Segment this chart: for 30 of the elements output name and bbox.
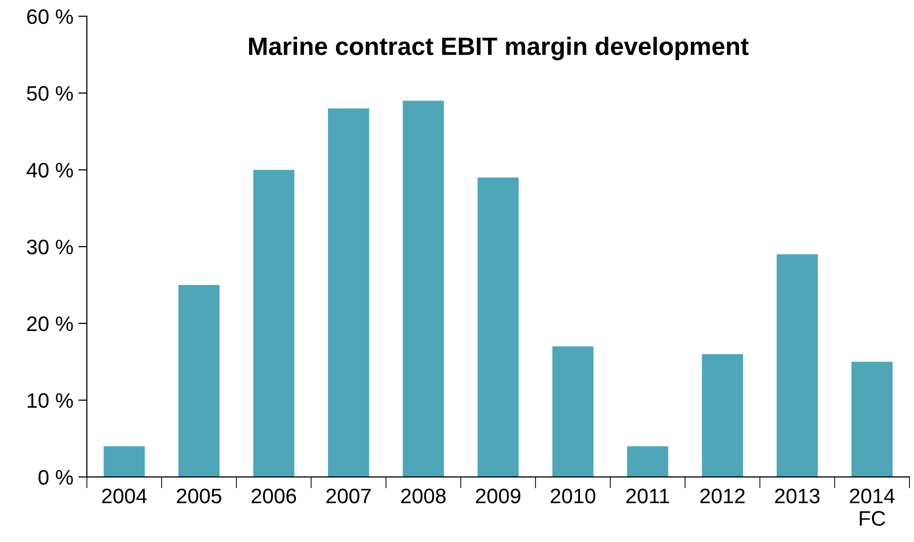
x-tick-label: 2010: [550, 488, 596, 504]
x-tick-label: 2006: [252, 488, 296, 504]
y-tick-label: 10 %: [28, 393, 73, 408]
y-tick-label: 40 %: [26, 162, 73, 178]
bar: [178, 285, 220, 477]
x-tick-label: 2011: [626, 488, 670, 504]
bar: [478, 178, 519, 477]
bar: [253, 170, 294, 477]
y-tick-label: 50 %: [26, 86, 73, 101]
bar: [402, 100, 444, 477]
text: Marine contract EBIT margin development: [249, 36, 749, 60]
x-tick-label: 2009: [476, 488, 520, 504]
bar: [552, 346, 594, 477]
bar: [104, 446, 145, 477]
x-tick-label: 2012: [700, 488, 745, 504]
x-tick-label: 2013: [775, 488, 820, 504]
bar: [328, 108, 370, 477]
y-tick-label: 20 %: [27, 316, 73, 332]
y-tick-label: 30 %: [26, 240, 73, 254]
x-tick-label: 2007: [326, 488, 371, 504]
y-tick-label: 0 %: [38, 470, 73, 485]
y-tick-label: 60 %: [27, 9, 73, 24]
x-tick-label: 2005: [176, 488, 222, 504]
x-tick-label: 2014 FC: [850, 488, 895, 526]
bar: [776, 254, 818, 477]
x-tick-label: 2008: [401, 488, 446, 504]
x-tick-label: 2004: [102, 488, 147, 504]
bar: [851, 362, 893, 477]
bar: [627, 446, 668, 477]
bar: [702, 354, 744, 477]
